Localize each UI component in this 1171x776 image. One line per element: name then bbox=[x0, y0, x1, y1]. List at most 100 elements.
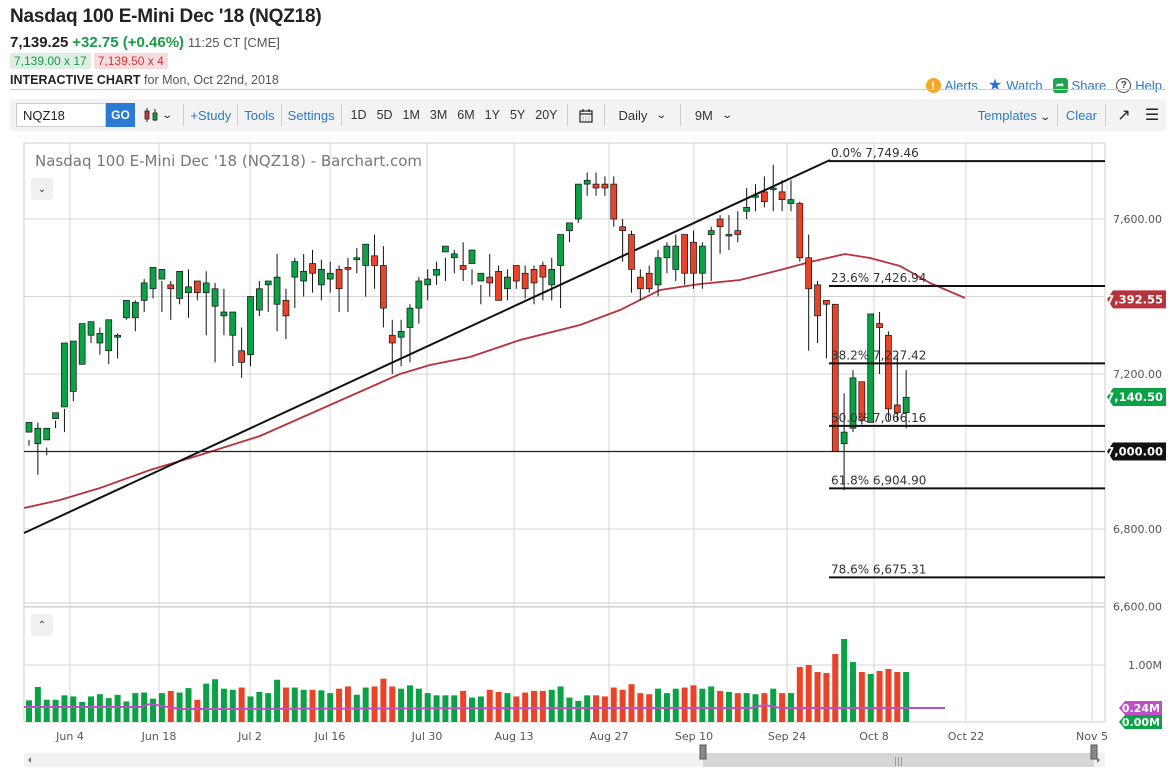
watch-link[interactable]: ★ Watch bbox=[987, 76, 1043, 94]
go-button[interactable]: GO bbox=[106, 103, 135, 127]
scrollbar-right-handle[interactable] bbox=[1090, 744, 1098, 760]
page-title: Nasdaq 100 E-Mini Dec '18 (NQZ18) bbox=[10, 6, 322, 27]
svg-text:61.8% 6,904.90: 61.8% 6,904.90 bbox=[831, 473, 926, 487]
svg-text:Jul 30: Jul 30 bbox=[411, 730, 443, 743]
tools-button[interactable]: Tools bbox=[244, 107, 275, 123]
svg-text:0.0% 7,749.46: 0.0% 7,749.46 bbox=[831, 146, 919, 160]
svg-text:6,600.00: 6,600.00 bbox=[1113, 601, 1162, 614]
scrollbar-thumb[interactable] bbox=[703, 753, 1094, 767]
price-tag: 7,140.50 bbox=[1106, 388, 1166, 407]
quote-line: 7,139.25 +32.75 (+0.46%) 11:25 CT [CME] bbox=[10, 34, 280, 51]
period-5d[interactable]: 5D bbox=[376, 108, 393, 122]
chevron-up-icon: ⌃ bbox=[37, 619, 47, 631]
period-1y[interactable]: 1Y bbox=[484, 108, 500, 122]
svg-text:78.6% 6,675.31: 78.6% 6,675.31 bbox=[831, 562, 926, 576]
alert-icon: ! bbox=[925, 78, 941, 93]
chevron-down-icon: ⌄ bbox=[1038, 111, 1051, 123]
svg-text:Aug 13: Aug 13 bbox=[495, 730, 534, 743]
toolbar-divider bbox=[183, 104, 185, 126]
svg-text:7,392.55: 7,392.55 bbox=[1106, 292, 1163, 306]
svg-text:7,200.00: 7,200.00 bbox=[1113, 368, 1162, 381]
chevron-down-icon: ⌄ bbox=[655, 109, 668, 121]
svg-text:7,600.00: 7,600.00 bbox=[1113, 213, 1162, 226]
help-label: Help bbox=[1135, 78, 1162, 93]
svg-text:Aug 27: Aug 27 bbox=[590, 730, 629, 743]
toolbar-divider bbox=[603, 104, 605, 126]
svg-text:Jun 18: Jun 18 bbox=[141, 730, 177, 743]
svg-text:Nasdaq 100 E-Mini Dec '18 (NQZ: Nasdaq 100 E-Mini Dec '18 (NQZ18) - Barc… bbox=[35, 152, 422, 170]
quote-header: Nasdaq 100 E-Mini Dec '18 (NQZ18) 7,139.… bbox=[10, 6, 1170, 93]
chart-area[interactable]: Jun 4 Jun 18 Jul 2 Jul 16 Jul 30 Aug 13 Aug 27… bbox=[0, 131, 1171, 772]
calendar-icon bbox=[578, 108, 593, 123]
svg-text:Jul 16: Jul 16 bbox=[314, 730, 346, 743]
add-study-button[interactable]: +Study bbox=[190, 107, 232, 123]
last-price: 7,139.25 bbox=[10, 34, 69, 51]
price-chart[interactable]: Jun 4 Jun 18 Jul 2 Jul 16 Jul 30 Aug 13 Aug 27… bbox=[0, 131, 1171, 772]
templates-dropdown[interactable]: Templates ⌄ bbox=[974, 108, 1053, 123]
toolbar-divider bbox=[280, 104, 282, 126]
chart-label-date: for Mon, Oct 22nd, 2018 bbox=[140, 73, 279, 87]
alerts-label: Alerts bbox=[944, 78, 978, 93]
svg-text:Sep 10: Sep 10 bbox=[675, 730, 713, 743]
price-tag: 7,000.00 bbox=[1106, 442, 1166, 461]
bid-ask: 7,139.00 x 17 7,139.50 x 4 bbox=[10, 53, 168, 69]
action-links: ! Alerts ★ Watch ➦ Share ? Help bbox=[925, 76, 1162, 94]
header-divider bbox=[10, 89, 1166, 90]
share-icon: ➦ bbox=[1052, 78, 1068, 93]
expand-button[interactable]: ↗ bbox=[1110, 103, 1138, 127]
price-tag: 7,392.55 bbox=[1106, 290, 1166, 309]
settings-button[interactable]: Settings bbox=[287, 107, 335, 123]
collapse-title-button[interactable]: ⌄ bbox=[31, 178, 53, 200]
price-change: +32.75 (+0.46%) bbox=[72, 34, 185, 51]
clear-button[interactable]: Clear bbox=[1065, 107, 1097, 123]
menu-button[interactable]: ☰ bbox=[1138, 103, 1166, 127]
volume-pane-toggle[interactable]: ⌃ bbox=[31, 614, 53, 636]
period-5y[interactable]: 5Y bbox=[509, 108, 526, 122]
svg-text:38.2% 7,227.42: 38.2% 7,227.42 bbox=[831, 348, 926, 362]
period-1m[interactable]: 1M bbox=[402, 108, 420, 122]
period-20y[interactable]: 20Y bbox=[535, 108, 558, 122]
range-dropdown[interactable]: 9M ⌄ bbox=[685, 108, 741, 123]
svg-text:Jun 4: Jun 4 bbox=[55, 730, 84, 743]
period-1d[interactable]: 1D bbox=[350, 108, 367, 122]
star-icon: ★ bbox=[987, 76, 1003, 94]
range-label: 9M bbox=[694, 107, 713, 123]
svg-text:Jul 2: Jul 2 bbox=[237, 730, 262, 743]
chevron-down-icon: ⌄ bbox=[721, 109, 733, 121]
toolbar-divider bbox=[679, 104, 681, 126]
svg-text:7,000.00: 7,000.00 bbox=[1106, 445, 1163, 459]
chart-type-dropdown[interactable]: ⌄ bbox=[143, 107, 174, 123]
toolbar-right: Templates ⌄ Clear ↗ ☰ bbox=[974, 103, 1166, 127]
period-3m[interactable]: 3M bbox=[429, 108, 448, 122]
interval-label: Daily bbox=[618, 107, 648, 123]
chevron-down-icon: ⌄ bbox=[37, 183, 47, 195]
svg-text:0.00M: 0.00M bbox=[1122, 716, 1160, 729]
toolbar-divider bbox=[566, 104, 568, 126]
chart-toolbar: GO ⌄ +Study Tools Settings 1D 5D 1M 3M 6… bbox=[10, 99, 1166, 131]
quote-time: 11:25 CT [CME] bbox=[187, 35, 280, 50]
calendar-button[interactable] bbox=[572, 103, 600, 127]
svg-text:0.24M: 0.24M bbox=[1122, 702, 1160, 715]
period-6m[interactable]: 6M bbox=[457, 108, 475, 122]
toolbar-divider bbox=[1105, 104, 1106, 126]
ask-value: 7,139.50 x 4 bbox=[93, 53, 168, 69]
hamburger-menu-icon: ☰ bbox=[1144, 107, 1160, 124]
svg-text:7,140.50: 7,140.50 bbox=[1106, 390, 1163, 404]
interval-dropdown[interactable]: Daily ⌄ bbox=[609, 108, 676, 123]
bid-value: 7,139.00 x 17 bbox=[10, 53, 91, 69]
chevron-down-icon: ⌄ bbox=[161, 109, 174, 121]
watch-label: Watch bbox=[1006, 78, 1043, 93]
svg-text:Oct 8: Oct 8 bbox=[859, 730, 889, 743]
symbol-input[interactable] bbox=[16, 103, 106, 127]
alerts-link[interactable]: ! Alerts bbox=[925, 78, 978, 93]
help-link[interactable]: ? Help bbox=[1116, 78, 1162, 93]
candlestick-icon bbox=[144, 108, 158, 122]
share-link[interactable]: ➦ Share bbox=[1052, 78, 1107, 93]
chart-label-bold: INTERACTIVE CHART bbox=[10, 73, 141, 87]
templates-label: Templates bbox=[977, 107, 1037, 123]
svg-text:|||: ||| bbox=[894, 757, 903, 767]
scrollbar-left-handle[interactable] bbox=[699, 744, 707, 760]
toolbar-divider bbox=[340, 104, 342, 126]
share-label: Share bbox=[1071, 78, 1107, 93]
toolbar-divider bbox=[1056, 104, 1058, 126]
